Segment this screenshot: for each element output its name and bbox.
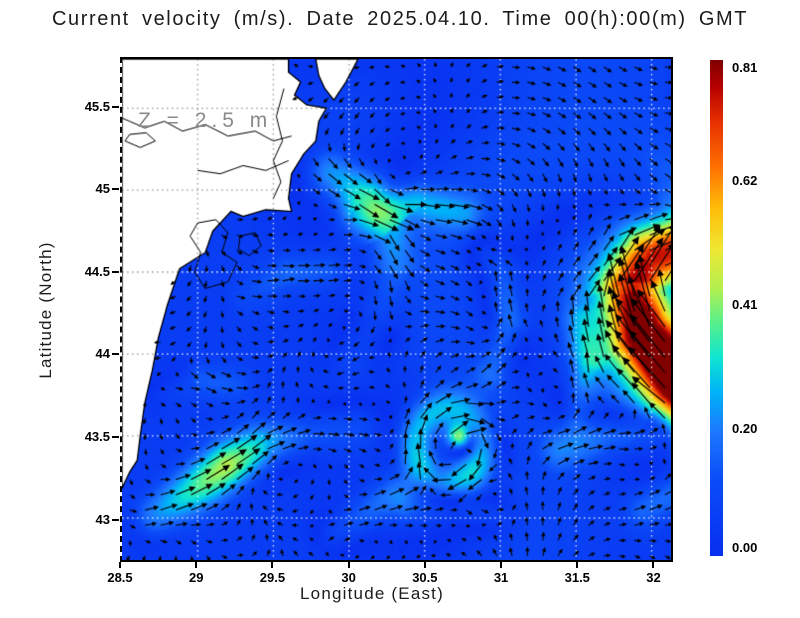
x-tick-label: 29 bbox=[188, 570, 204, 585]
y-tick-mark bbox=[112, 353, 119, 356]
x-tick-label: 28.5 bbox=[107, 570, 133, 585]
y-tick-label: 45.5 bbox=[84, 98, 110, 114]
y-tick-mark bbox=[112, 105, 119, 108]
colorbar-tick-label: 0.00 bbox=[732, 540, 758, 555]
x-tick-mark bbox=[347, 562, 350, 568]
x-tick-mark bbox=[271, 562, 274, 568]
x-tick-label: 30.5 bbox=[412, 570, 438, 585]
x-tick-mark bbox=[576, 562, 579, 568]
y-tick-mark bbox=[112, 270, 119, 273]
colorbar-tick-label: 0.81 bbox=[732, 60, 758, 75]
x-tick-mark bbox=[423, 562, 426, 568]
y-tick-label: 44.5 bbox=[84, 263, 110, 279]
velocity-map-canvas bbox=[122, 59, 671, 560]
x-axis-title: Longitude (East) bbox=[300, 584, 444, 603]
x-tick-label: 32 bbox=[646, 570, 661, 585]
y-tick-mark bbox=[112, 188, 119, 191]
plot-area: Z = 2.5 m bbox=[120, 57, 673, 562]
colorbar-tick-label: 0.62 bbox=[732, 172, 758, 188]
y-tick-label: 43.5 bbox=[84, 428, 110, 444]
x-tick-mark bbox=[195, 562, 198, 568]
colorbar-gradient bbox=[710, 60, 723, 556]
x-tick-label: 30 bbox=[341, 570, 356, 585]
y-axis-title: Latitude (North) bbox=[36, 241, 55, 379]
colorbar-tick-label: 0.20 bbox=[732, 421, 758, 437]
x-tick-label: 31 bbox=[493, 570, 509, 585]
colorbar-tick-label: 0.41 bbox=[732, 297, 758, 313]
x-tick-label: 29.5 bbox=[259, 570, 286, 585]
x-tick-mark bbox=[652, 562, 655, 568]
x-tick-mark bbox=[119, 562, 121, 568]
x-tick-label: 31.5 bbox=[564, 570, 590, 585]
depth-annotation: Z = 2.5 m bbox=[138, 109, 273, 132]
chart-title: Current velocity (m/s). Date 2025.04.10.… bbox=[51, 8, 749, 30]
x-tick-mark bbox=[500, 562, 503, 568]
y-tick-mark bbox=[112, 435, 119, 438]
y-tick-label: 44 bbox=[95, 346, 110, 362]
y-tick-label: 45 bbox=[95, 181, 110, 197]
y-tick-label: 43 bbox=[95, 511, 110, 527]
y-tick-mark bbox=[112, 518, 119, 521]
